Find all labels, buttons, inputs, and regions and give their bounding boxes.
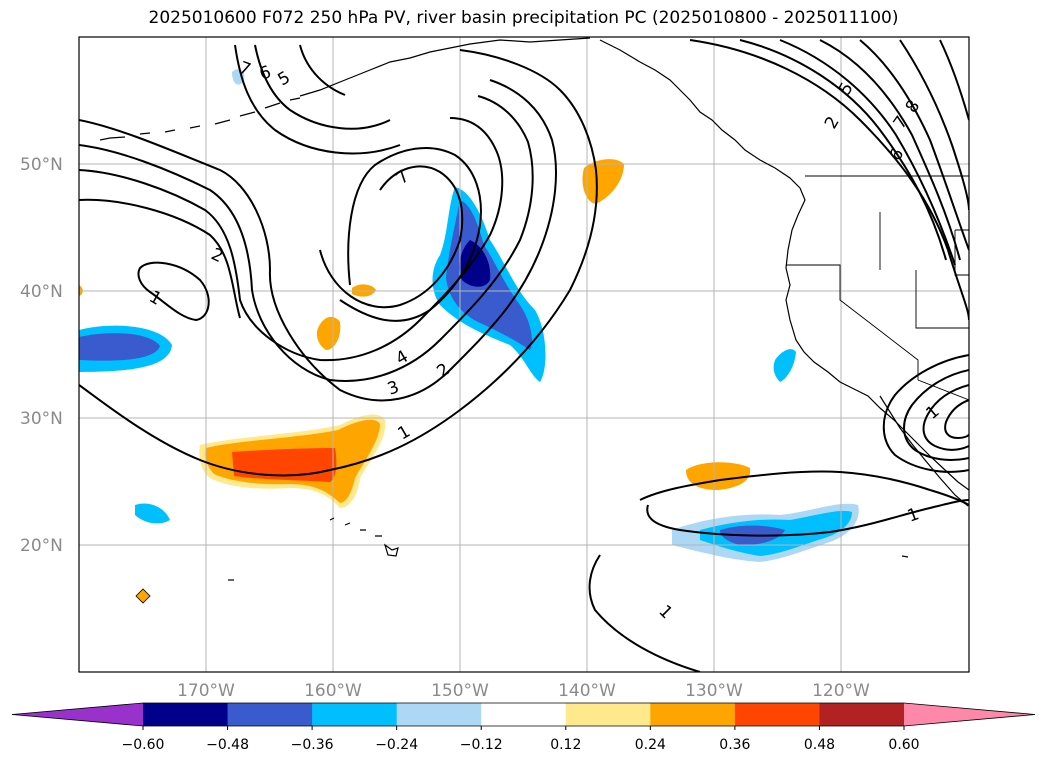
pos-blob-ne <box>582 159 624 204</box>
neg-spot-2 <box>773 349 796 382</box>
colorbar-tick-label: −0.12 <box>460 737 503 753</box>
colorbar-tick-label: 0.12 <box>550 737 581 753</box>
lat-label: 30°N <box>20 409 63 429</box>
colorbar-segment <box>312 703 398 726</box>
neg-blob-west-core <box>79 333 160 361</box>
colorbar-segment <box>734 703 820 726</box>
lon-labels: 170°W 160°W 150°W 140°W 130°W 120°W <box>177 681 870 701</box>
lon-label: 140°W <box>558 681 616 701</box>
precip-shading <box>79 69 859 604</box>
colorbar-tick-label: 0.24 <box>635 737 666 753</box>
colorbar-tick-label: −0.48 <box>206 737 249 753</box>
colorbar-tick-label: 0.60 <box>888 737 919 753</box>
colorbar-segment <box>819 703 905 726</box>
colorbar-tick-label: 0.48 <box>804 737 835 753</box>
pv-contours <box>79 39 969 672</box>
neg-spot-1 <box>135 503 170 524</box>
graticule <box>79 37 969 672</box>
neg-plume-central-core <box>459 240 491 287</box>
lon-label: 150°W <box>431 681 489 701</box>
colorbar-tick-label: −0.60 <box>122 737 165 753</box>
colorbar-tick-label: 0.36 <box>719 737 750 753</box>
map-frame <box>78 36 970 673</box>
colorbar: −0.60 −0.48 −0.36 −0.24 −0.12 0.12 0.24 0.36 0.4… <box>11 702 1036 753</box>
lon-label: 120°W <box>812 681 870 701</box>
colorbar-segment <box>396 703 482 726</box>
colorbar-segment <box>650 703 736 726</box>
colorbar-tick-label: −0.24 <box>375 737 418 753</box>
lat-label: 50°N <box>20 155 63 175</box>
colorbar-segment <box>143 703 229 726</box>
lat-label: 40°N <box>20 282 63 302</box>
lon-label: 160°W <box>304 681 362 701</box>
colorbar-segment <box>227 703 313 726</box>
lat-label: 20°N <box>20 536 63 556</box>
political-borders <box>786 175 969 401</box>
lat-labels: 50°N 40°N 30°N 20°N <box>20 155 63 556</box>
pos-spot-3 <box>135 588 151 604</box>
lon-label: 130°W <box>685 681 743 701</box>
lon-label: 170°W <box>177 681 235 701</box>
pos-blob-central-core <box>232 448 337 482</box>
colorbar-extend-max <box>904 703 1035 726</box>
colorbar-tick-label: −0.36 <box>291 737 334 753</box>
colorbar-segment <box>565 703 651 726</box>
colorbar-extend-min <box>12 703 143 726</box>
coastlines <box>99 37 969 581</box>
pos-spot-1 <box>316 316 341 350</box>
colorbar-segment <box>481 703 567 726</box>
plot-title: 2025010600 F072 250 hPa PV, river basin … <box>148 8 899 28</box>
